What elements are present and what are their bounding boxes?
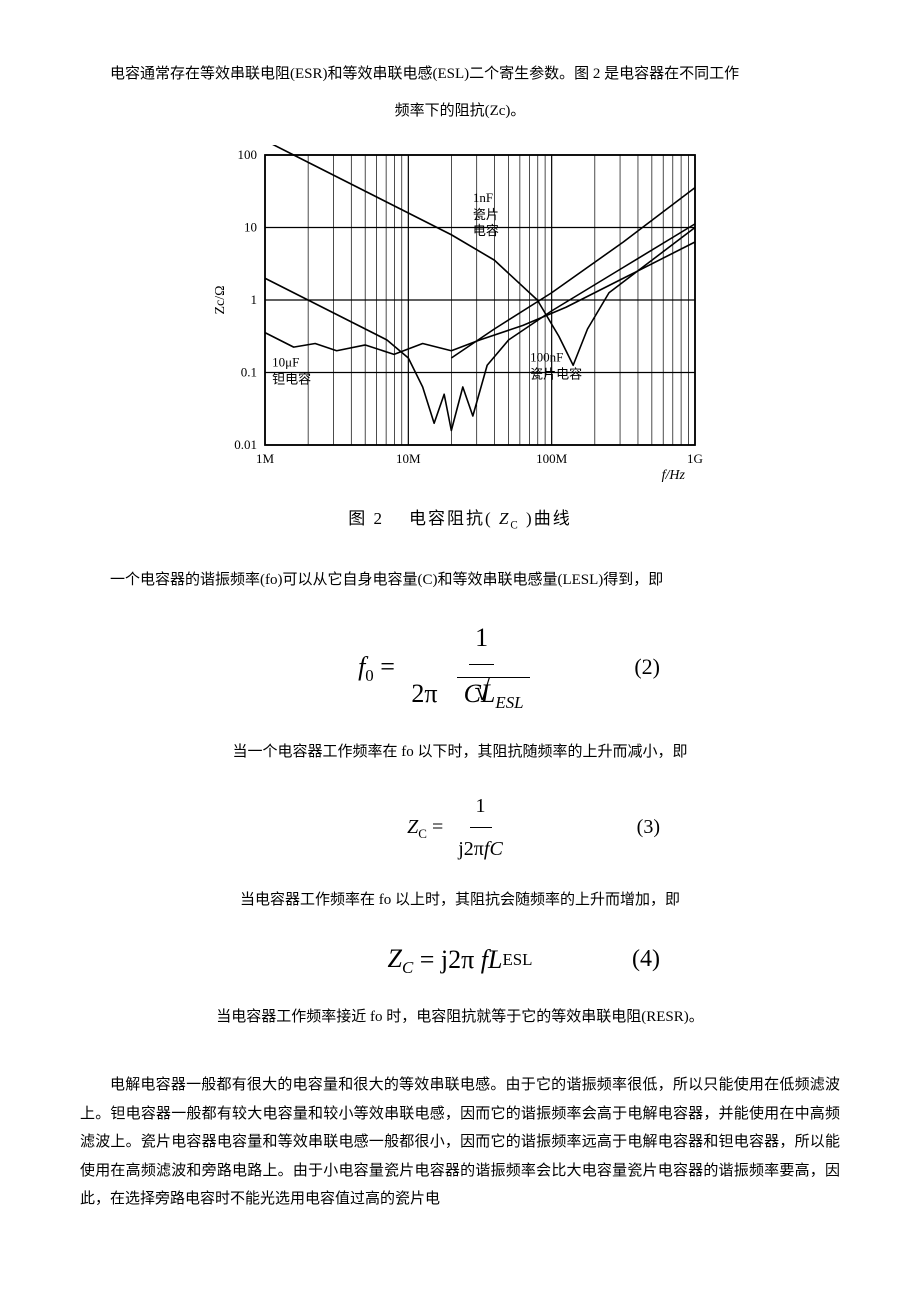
eqnum-2: (2): [634, 646, 660, 688]
para-below-fo: 当一个电容器工作频率在 fo 以下时，其阻抗随频率的上升而减小，即: [80, 738, 840, 767]
svg-text:f/Hz: f/Hz: [662, 468, 686, 483]
svg-text:瓷片: 瓷片: [473, 207, 499, 222]
para-resonance: 一个电容器的谐振频率(fo)可以从它自身电容量(C)和等效串联电感量(LESL)…: [80, 566, 840, 595]
eqnum-4: (4): [632, 937, 660, 983]
svg-text:10: 10: [244, 220, 257, 235]
svg-text:1M: 1M: [256, 451, 275, 466]
impedance-chart: 1M10M100M1Gf/Hz0.010.1110100Zc/Ω1nF瓷片电容1…: [80, 145, 840, 485]
svg-text:100M: 100M: [536, 451, 568, 466]
intro-line2: 频率下的阻抗(Zc)。: [80, 97, 840, 126]
para-at-fo: 当电容器工作频率接近 fo 时，电容阻抗就等于它的等效串联电阻(RESR)。: [80, 1003, 840, 1032]
svg-text:1G: 1G: [687, 451, 703, 466]
formula-3: ZC = 1 j2πfC (3): [80, 787, 840, 868]
figure-caption: 图 2 电容阻抗( ZC )曲线: [80, 503, 840, 536]
svg-text:10μF: 10μF: [272, 355, 299, 370]
svg-text:1: 1: [251, 292, 258, 307]
svg-text:0.1: 0.1: [241, 365, 257, 380]
svg-text:0.01: 0.01: [234, 437, 257, 452]
svg-text:钽电容: 钽电容: [272, 371, 311, 386]
eqnum-3: (3): [637, 808, 660, 846]
svg-text:1nF: 1nF: [473, 190, 493, 205]
formula-4: ZC = j2π fLESL (4): [80, 934, 840, 984]
para-capacitor-types: 电解电容器一般都有很大的电容量和很大的等效串联电感。由于它的谐振频率很低，所以只…: [80, 1071, 840, 1214]
svg-text:100nF: 100nF: [530, 350, 563, 365]
chart-svg: 1M10M100M1Gf/Hz0.010.1110100Zc/Ω1nF瓷片电容1…: [210, 145, 710, 485]
svg-text:Zc/Ω: Zc/Ω: [213, 285, 228, 314]
caption-text: 图 2 电容阻抗( ZC )曲线: [348, 509, 571, 528]
para-above-fo: 当电容器工作频率在 fo 以上时，其阻抗会随频率的上升而增加，即: [80, 886, 840, 915]
formula-2: f0 = 1 2π CLESL √ (2): [80, 613, 840, 721]
svg-text:100: 100: [238, 147, 258, 162]
svg-text:电容: 电容: [473, 223, 499, 238]
intro-line1: 电容通常存在等效串联电阻(ESR)和等效串联电感(ESL)二个寄生参数。图 2 …: [80, 60, 840, 89]
svg-text:瓷片电容: 瓷片电容: [530, 366, 582, 381]
svg-text:10M: 10M: [396, 451, 421, 466]
